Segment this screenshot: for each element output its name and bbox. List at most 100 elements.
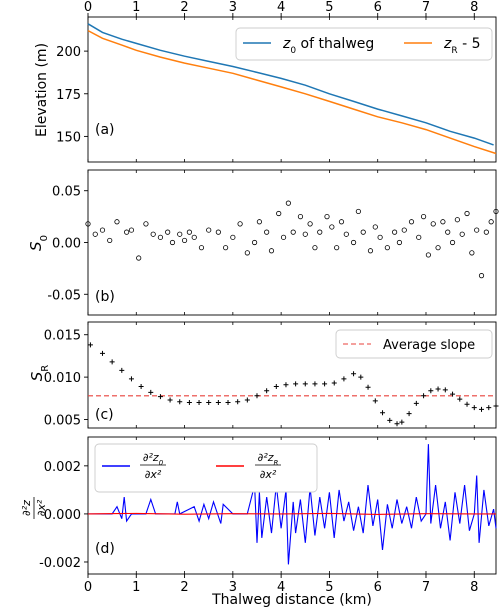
data-point xyxy=(302,231,308,237)
data-point xyxy=(196,400,202,406)
data-point xyxy=(312,245,318,251)
ytick-label: 150 xyxy=(56,130,81,145)
data-point xyxy=(435,245,441,251)
panel-d-ylabel-den: ∂x² xyxy=(35,499,48,516)
data-point xyxy=(457,396,463,402)
series-line xyxy=(87,23,494,146)
top-tick-label: 4 xyxy=(277,0,285,15)
data-point xyxy=(331,380,337,386)
data-point xyxy=(165,229,171,235)
data-point xyxy=(341,376,347,382)
data-point xyxy=(459,231,465,237)
panel-a-legend: z0 of thalweg zR - 5 xyxy=(235,27,493,61)
data-point xyxy=(312,381,318,387)
data-point xyxy=(307,221,313,227)
panel-b-tag: (b) xyxy=(95,289,115,305)
panel-c-ylabel: SR xyxy=(28,365,51,382)
ytick-label: 0.05 xyxy=(52,185,81,200)
data-point xyxy=(343,231,349,237)
data-point xyxy=(469,250,475,256)
data-point xyxy=(148,389,154,395)
legend-d2z0-num: ∂²z0 xyxy=(143,451,164,467)
top-tick-label: 0 xyxy=(84,0,92,15)
data-point xyxy=(478,273,485,279)
data-point xyxy=(372,224,378,230)
panel-d-yticks: -0.002 0.000 0.002 xyxy=(39,437,475,574)
ytick-label: 175 xyxy=(56,88,81,103)
data-point xyxy=(350,239,357,246)
data-point xyxy=(114,219,120,225)
data-point xyxy=(225,400,231,406)
data-point xyxy=(401,227,407,233)
data-point xyxy=(392,229,398,235)
data-point xyxy=(351,371,357,377)
data-point xyxy=(334,245,340,251)
legend-label-z0: z0 of thalweg xyxy=(282,36,374,56)
panel-b-yticks: -0.05 0.00 0.05 xyxy=(47,170,475,315)
data-point xyxy=(413,400,419,406)
data-point xyxy=(244,397,250,403)
panel-c-frame xyxy=(87,321,497,429)
xtick-label: 6 xyxy=(374,580,382,595)
data-point xyxy=(206,400,212,406)
panel-d-frame xyxy=(87,436,497,575)
data-point xyxy=(329,224,335,230)
data-point xyxy=(483,229,489,235)
panel-d-tag: (d) xyxy=(95,541,115,557)
xtick-label: 5 xyxy=(325,580,333,595)
data-point xyxy=(198,245,205,251)
panel-a-legend-box xyxy=(235,27,493,61)
data-point xyxy=(186,400,192,406)
panel-a-lines xyxy=(87,23,497,155)
panel-c-tag: (c) xyxy=(95,407,114,423)
series-line xyxy=(87,512,496,515)
x-axis-label: Thalweg distance (km) xyxy=(211,592,372,608)
data-point xyxy=(143,221,149,227)
data-point xyxy=(256,219,263,225)
data-point xyxy=(365,384,371,390)
data-point xyxy=(264,388,270,394)
xtick-label: 7 xyxy=(422,580,430,595)
top-tick-label: 1 xyxy=(132,0,140,15)
data-point xyxy=(406,411,412,417)
data-point xyxy=(206,227,212,233)
panel-b-points xyxy=(85,200,499,279)
xtick-label: 0 xyxy=(84,580,92,595)
data-point xyxy=(87,342,93,348)
data-point xyxy=(157,234,164,240)
data-point xyxy=(273,383,279,389)
data-point xyxy=(430,221,436,227)
panel-a-elevation: 150 175 200 Elevation (m) (a) z0 of thalwe… xyxy=(34,16,497,163)
data-point xyxy=(454,217,460,223)
data-point xyxy=(136,255,142,261)
panel-b-frame xyxy=(87,169,497,316)
data-point xyxy=(474,227,480,233)
data-point xyxy=(244,250,250,256)
data-point xyxy=(276,210,282,217)
top-tick-label: 2 xyxy=(180,0,188,15)
data-point xyxy=(408,219,415,225)
ytick-label: 0.010 xyxy=(44,371,81,386)
data-point xyxy=(358,374,364,380)
panel-a-frame xyxy=(87,16,497,163)
data-point xyxy=(251,239,258,246)
panel-a-tag: (a) xyxy=(95,122,115,138)
data-point xyxy=(92,231,98,237)
panel-d-ylabel: ∂²z ∂x² xyxy=(20,497,48,519)
data-point xyxy=(99,350,105,356)
panel-d-legend-box xyxy=(94,443,318,493)
legend-d2z0-den: ∂x² xyxy=(145,468,162,481)
data-point xyxy=(302,381,308,387)
top-axis-ticks: 0 1 2 3 4 5 6 7 8 xyxy=(84,0,478,17)
data-point xyxy=(138,383,144,389)
panel-c-sr: 0.005 0.010 0.015 SR (c) Average slope xyxy=(28,321,499,429)
panel-c-points xyxy=(87,342,499,427)
data-point xyxy=(235,399,241,405)
data-point xyxy=(283,382,289,388)
data-point xyxy=(177,231,183,237)
panel-c-legend-box xyxy=(335,329,493,359)
ytick-label: 0.015 xyxy=(44,329,81,344)
xtick-label: 2 xyxy=(180,580,188,595)
data-point xyxy=(107,237,113,244)
data-point xyxy=(215,229,221,235)
